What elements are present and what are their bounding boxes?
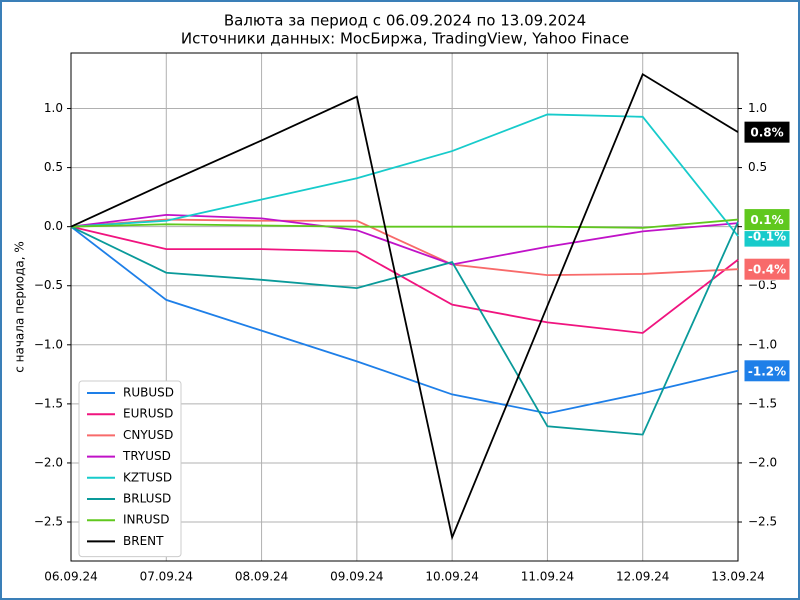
- legend-label: BRENT: [123, 534, 164, 548]
- x-tick-label: 08.09.24: [235, 570, 288, 584]
- series-line: [70, 213, 739, 266]
- legend-label: INRUSD: [123, 513, 170, 527]
- end-label-box: [743, 359, 791, 383]
- end-label-text: -0.4%: [748, 263, 786, 277]
- end-label-box: [743, 257, 791, 281]
- legend-label: KZTUSD: [123, 470, 172, 484]
- end-label-text: 0.8%: [750, 126, 783, 140]
- y-tick-label: −2.0: [34, 455, 63, 469]
- x-tick-label: 12.09.24: [616, 570, 669, 584]
- x-tick-label: 10.09.24: [425, 570, 478, 584]
- end-label-text: -0.1%: [748, 230, 786, 244]
- series-line: [70, 72, 739, 541]
- y-tick-label: −2.5: [34, 515, 63, 529]
- end-label-box: [743, 120, 791, 144]
- y2-tick-label: −1.5: [748, 396, 777, 410]
- y-tick-label: −0.5: [34, 278, 63, 292]
- chart-subtitle: Источники данных: МосБиржа, TradingView,…: [181, 30, 629, 48]
- end-label: -1.2%: [743, 359, 791, 383]
- y-tick-label: 0.5: [44, 160, 63, 174]
- legend-label: RUBUSD: [123, 386, 174, 400]
- series-line: [70, 225, 739, 334]
- y2-tick-label: −2.0: [748, 455, 777, 469]
- legend: [78, 380, 182, 558]
- plot-frame: [70, 52, 739, 562]
- y2-tick-label: 0.5: [748, 160, 767, 174]
- end-label: -0.4%: [743, 257, 791, 281]
- y-axis-label: с начала периода, %: [13, 241, 27, 373]
- y2-tick-label: −0.5: [748, 278, 777, 292]
- x-tick-label: 11.09.24: [521, 570, 574, 584]
- end-label-text: 0.1%: [750, 213, 783, 227]
- end-label-box: [743, 208, 791, 232]
- x-tick-label: 07.09.24: [140, 570, 193, 584]
- x-tick-label: 09.09.24: [330, 570, 383, 584]
- x-tick-label: 13.09.24: [711, 570, 764, 584]
- y-tick-label: −1.0: [34, 337, 63, 351]
- series-line: [70, 113, 739, 237]
- end-label-text: -1.2%: [748, 364, 786, 378]
- series-line: [70, 218, 739, 277]
- end-label: 0.8%: [743, 120, 791, 144]
- legend-label: EURUSD: [123, 407, 173, 421]
- series-line: [70, 225, 739, 415]
- y2-tick-label: −2.5: [748, 515, 777, 529]
- chart-title: Валюта за период с 06.09.2024 по 13.09.2…: [224, 12, 586, 30]
- y2-tick-label: −1.0: [748, 337, 777, 351]
- y-tick-label: 0.0: [44, 219, 63, 233]
- legend-label: BRLUSD: [123, 492, 171, 506]
- legend-label: TRYUSD: [122, 449, 171, 463]
- y2-tick-label: 1.0: [748, 101, 767, 115]
- y-tick-label: 1.0: [44, 101, 63, 115]
- x-tick-label: 06.09.24: [44, 570, 97, 584]
- legend-label: CNYUSD: [123, 428, 173, 442]
- series-line: [70, 218, 739, 229]
- y-tick-label: −1.5: [34, 396, 63, 410]
- series-line: [70, 221, 739, 436]
- end-label: 0.1%: [743, 208, 791, 232]
